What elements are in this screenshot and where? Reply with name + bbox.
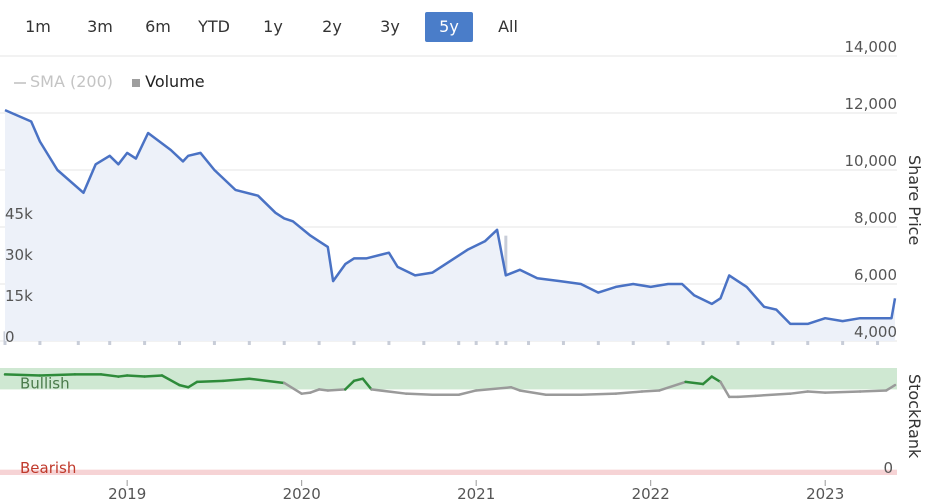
range-button-3y[interactable]: 3y bbox=[380, 17, 400, 36]
stockrank-zero-label: 0 bbox=[883, 459, 893, 477]
x-tick-label: 2021 bbox=[457, 485, 495, 503]
range-button-5y[interactable]: 5y bbox=[425, 12, 473, 42]
stockrank-segment bbox=[885, 383, 897, 392]
y-tick-label: 12,000 bbox=[845, 95, 898, 113]
volume-tick-label: 15k bbox=[5, 287, 33, 305]
bullish-label: Bullish bbox=[20, 374, 70, 392]
range-button-ytd[interactable]: YTD bbox=[198, 17, 230, 36]
stockrank-segment bbox=[701, 375, 714, 386]
x-tick-label: 2020 bbox=[283, 485, 321, 503]
stockrank-segment bbox=[361, 377, 373, 391]
range-button-1y[interactable]: 1y bbox=[263, 17, 283, 36]
stockrank-segment bbox=[370, 388, 408, 395]
x-tick-label: 2022 bbox=[632, 485, 670, 503]
y-tick-label: 8,000 bbox=[854, 209, 897, 227]
x-tick-label: 2019 bbox=[108, 485, 146, 503]
legend-sma-label: SMA (200) bbox=[30, 72, 114, 91]
stockrank-segment bbox=[457, 389, 478, 396]
y-tick-label: 10,000 bbox=[845, 152, 898, 170]
stockrank-segment bbox=[509, 386, 522, 392]
range-button-3m[interactable]: 3m bbox=[87, 17, 113, 36]
bearish-band bbox=[0, 469, 897, 475]
stockrank-segment bbox=[518, 389, 548, 396]
square-swatch-icon bbox=[132, 78, 141, 87]
bearish-label: Bearish bbox=[20, 459, 76, 477]
y-tick-label: 14,000 bbox=[845, 38, 898, 56]
range-selector: 1m 3m 6m YTD 1y 2y 3y 5y All bbox=[0, 10, 560, 42]
price-series bbox=[4, 108, 897, 341]
stockrank-segment bbox=[3, 373, 42, 377]
stockrank-segment bbox=[309, 388, 321, 394]
volume-tick-label: 0 bbox=[5, 328, 15, 346]
stockrank-segment bbox=[474, 386, 513, 392]
stockrank-segment bbox=[352, 377, 364, 383]
range-button-2y[interactable]: 2y bbox=[322, 17, 342, 36]
legend-volume[interactable]: Volume bbox=[118, 72, 205, 91]
stockrank-axis-title: StockRank bbox=[905, 374, 924, 459]
stockrank-segment bbox=[579, 392, 618, 396]
stockrank-segment bbox=[736, 394, 757, 399]
stockrank-segment bbox=[326, 388, 347, 392]
range-button-all[interactable]: All bbox=[498, 17, 518, 36]
line-swatch-icon bbox=[14, 81, 26, 84]
legend-sma[interactable]: SMA (200) bbox=[14, 72, 113, 91]
stockrank-segment bbox=[300, 391, 312, 395]
stockrank-segment bbox=[143, 374, 164, 378]
volume-tick-label: 45k bbox=[5, 205, 33, 223]
stockrank-segment bbox=[823, 390, 862, 394]
price-area-fill bbox=[5, 110, 895, 341]
stockrank-segment bbox=[195, 379, 225, 384]
volume-tick-label: 30k bbox=[5, 246, 33, 264]
stockrank-segment bbox=[789, 390, 809, 395]
stockrank-segment bbox=[221, 377, 251, 383]
stockrank-segment bbox=[282, 381, 303, 395]
stockrank-segment bbox=[754, 392, 792, 398]
price-line bbox=[4, 108, 897, 326]
bullish-band bbox=[0, 368, 897, 390]
stockrank-segment bbox=[684, 380, 705, 386]
stockrank-segment bbox=[160, 374, 181, 387]
stockrank-segment bbox=[719, 380, 731, 399]
stockrank-segment bbox=[99, 373, 120, 378]
stockrank-segment bbox=[186, 380, 199, 389]
stockrank-segment bbox=[640, 389, 661, 393]
stockrank-panel bbox=[0, 368, 897, 475]
stockrank-segment bbox=[38, 373, 77, 377]
stockrank-segment bbox=[614, 390, 644, 395]
stockrank-segment bbox=[858, 389, 888, 393]
stockrank-segment bbox=[806, 390, 827, 394]
range-button-6m[interactable]: 6m bbox=[145, 17, 171, 36]
stockrank-segment bbox=[317, 388, 330, 392]
stockrank-segment bbox=[178, 383, 190, 389]
stockrank-segment bbox=[658, 380, 687, 392]
stockrank-segment bbox=[405, 392, 434, 396]
stockrank-segment bbox=[344, 379, 356, 391]
stockrank-segment bbox=[248, 377, 286, 385]
stockrank-segment bbox=[117, 374, 129, 378]
legend-volume-label: Volume bbox=[145, 72, 205, 91]
stockrank-segment bbox=[125, 374, 146, 378]
stockrank-segment bbox=[710, 375, 722, 384]
x-tick-label: 2023 bbox=[806, 485, 844, 503]
range-button-1m[interactable]: 1m bbox=[25, 17, 51, 36]
price-axis-title: Share Price bbox=[905, 155, 924, 245]
chart-legend: SMA (200) Volume bbox=[14, 72, 205, 91]
axis-labels: 4,000 6,000 8,000 10,000 12,000 14,000 0 15k 30k… bbox=[5, 38, 924, 503]
y-tick-label: 6,000 bbox=[854, 266, 897, 284]
y-tick-label: 4,000 bbox=[854, 323, 897, 341]
